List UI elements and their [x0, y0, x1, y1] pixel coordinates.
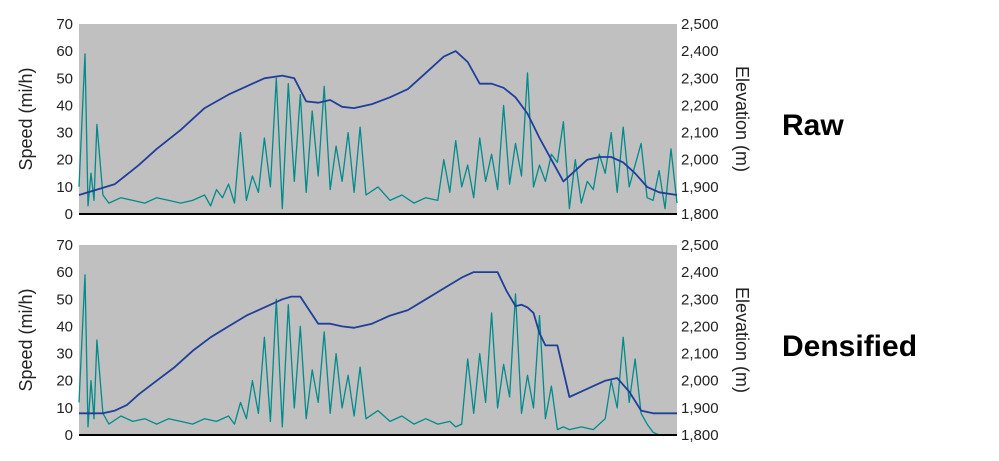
- left-tick-label: 30: [56, 125, 73, 142]
- plot-area-1: [79, 24, 677, 214]
- plot-area-2: [79, 245, 677, 435]
- left-tick-label: 40: [56, 318, 73, 335]
- left-axis-title: Speed (mi/h): [16, 288, 36, 391]
- panel-label: Densified: [782, 330, 917, 363]
- right-tick-label: 2,500: [681, 237, 719, 254]
- right-tick-label: 2,400: [681, 264, 719, 281]
- left-tick-label: 70: [56, 237, 73, 254]
- left-tick-label: 60: [56, 264, 73, 281]
- right-tick-label: 1,900: [681, 400, 719, 417]
- left-tick-label: 0: [65, 206, 73, 223]
- left-tick-label: 10: [56, 179, 73, 196]
- right-tick-label: 2,000: [681, 152, 719, 169]
- right-tick-label: 2,400: [681, 43, 719, 60]
- right-tick-label: 2,300: [681, 70, 719, 87]
- right-tick-label: 1,800: [681, 427, 719, 444]
- left-tick-label: 50: [56, 291, 73, 308]
- right-tick-label: 2,500: [681, 16, 719, 33]
- right-tick-label: 2,200: [681, 97, 719, 114]
- elevation-series-2: [79, 271, 677, 415]
- right-tick-label: 1,900: [681, 179, 719, 196]
- speed-series-2: [78, 274, 677, 436]
- left-tick-label: 10: [56, 400, 73, 417]
- left-axis-title: Speed (mi/h): [16, 67, 36, 170]
- left-tick-label: 50: [56, 70, 73, 87]
- panel-label: Raw: [782, 109, 844, 142]
- right-tick-label: 2,100: [681, 346, 719, 363]
- right-tick-label: 2,000: [681, 373, 719, 390]
- left-tick-label: 20: [56, 152, 73, 169]
- left-tick-label: 40: [56, 97, 73, 114]
- left-tick-label: 0: [65, 427, 73, 444]
- left-tick-label: 20: [56, 373, 73, 390]
- left-tick-label: 70: [56, 16, 73, 33]
- right-tick-label: 2,200: [681, 318, 719, 335]
- right-tick-label: 1,800: [681, 206, 719, 223]
- right-axis-title: Elevation (m): [732, 287, 752, 393]
- right-tick-label: 2,100: [681, 125, 719, 142]
- speed-series-1: [78, 53, 678, 210]
- left-tick-label: 60: [56, 43, 73, 60]
- right-axis-title: Elevation (m): [732, 66, 752, 172]
- elevation-series-1: [78, 50, 678, 196]
- right-tick-label: 2,300: [681, 291, 719, 308]
- left-tick-label: 30: [56, 346, 73, 363]
